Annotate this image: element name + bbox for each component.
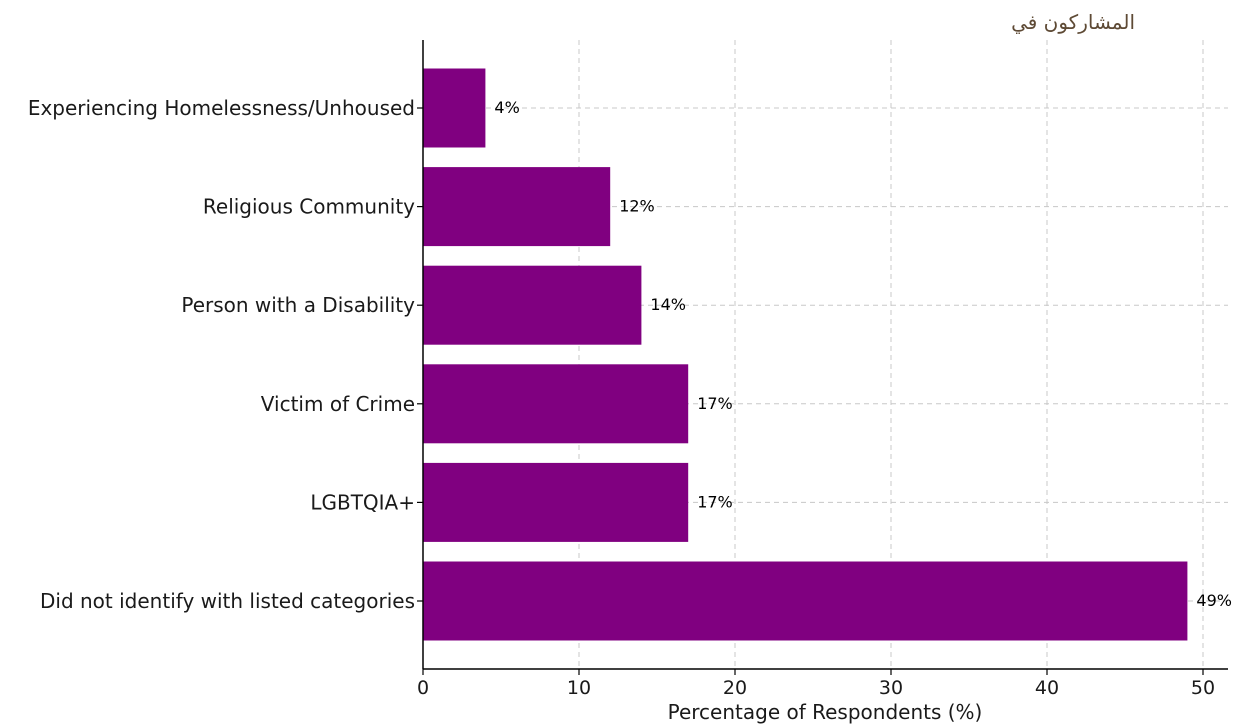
category-labels: Experiencing Homelessness/Unhoused Religi… [28,96,423,613]
bar [423,167,611,247]
x-tick-label: 10 [567,677,591,699]
bars [423,68,1188,641]
x-tick-label: 30 [879,677,903,699]
data-label: 17% [697,394,733,413]
x-tick-label: 40 [1035,677,1059,699]
data-label: 12% [619,197,655,216]
bar [423,265,642,345]
axes [422,40,1228,670]
category-label: LGBTQIA+ [310,490,415,514]
category-label: Did not identify with listed categories [40,589,415,613]
data-label: 14% [650,295,686,314]
bar [423,462,689,542]
x-tick-label: 50 [1191,677,1215,699]
x-ticks: 0 10 20 30 40 50 [417,669,1215,699]
bar [423,364,689,444]
x-axis-title: Percentage of Respondents (%) [668,700,983,724]
category-label: Religious Community [203,195,415,219]
category-label: Person with a Disability [181,293,415,317]
category-label: Victim of Crime [261,392,415,416]
x-tick-label: 20 [723,677,747,699]
x-tick-label: 0 [417,677,429,699]
arabic-header-text: المشاركون في [1011,10,1135,35]
category-label: Experiencing Homelessness/Unhoused [28,96,415,120]
bar [423,68,486,148]
bar [423,561,1188,641]
data-label: 17% [697,492,733,511]
data-labels: 4% 12% 14% 17% 17% 49% [494,98,1232,610]
data-label: 4% [494,98,519,117]
data-label: 49% [1196,591,1232,610]
